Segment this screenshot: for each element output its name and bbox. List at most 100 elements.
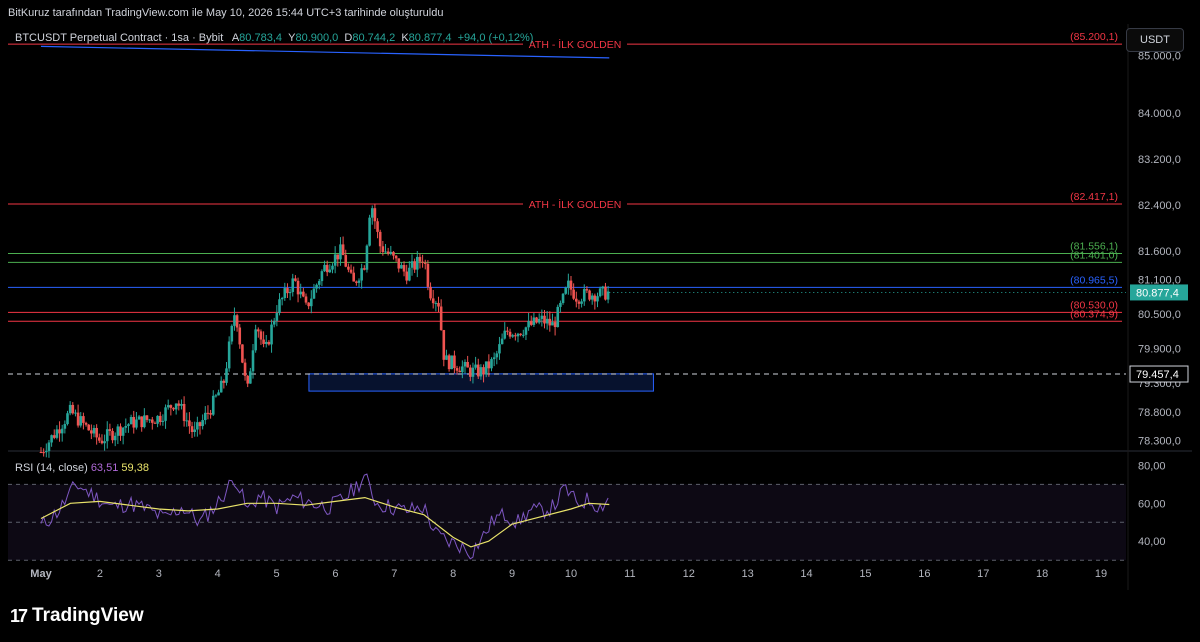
candle-body [307, 302, 310, 307]
candle-body [548, 318, 552, 326]
candle-body [431, 298, 435, 304]
candle-body [280, 298, 284, 300]
x-axis-label: 19 [1095, 568, 1107, 580]
candle-body [230, 325, 234, 342]
candle-body [235, 315, 239, 328]
candle-body [206, 412, 210, 414]
candle-body [98, 437, 101, 441]
candle-body [182, 403, 186, 421]
candle-body [490, 359, 493, 369]
chart-credit-caption: BitKuruz tarafından TradingView.com ile … [8, 7, 444, 19]
candle-body [421, 261, 424, 263]
candle-body [416, 256, 419, 270]
candle-body [249, 371, 252, 384]
candle-body [455, 368, 459, 371]
candle-body [519, 333, 522, 335]
candle-body [572, 289, 575, 299]
candle-body [283, 288, 287, 299]
x-axis-label: 18 [1036, 568, 1048, 580]
candle-body [135, 419, 138, 428]
candle-body [95, 427, 98, 438]
candle-body [357, 280, 361, 283]
candle-body [492, 357, 496, 360]
candle-body [158, 415, 162, 422]
candle-body [278, 299, 281, 313]
chart-panel[interactable]: 85.000,0 84.000,0 83.200,0 82.400,0 81.600,0… [8, 24, 1192, 590]
candle-body [408, 267, 411, 281]
x-axis-label: 17 [977, 568, 989, 580]
candle-body [294, 278, 297, 281]
candle-body [227, 341, 231, 369]
candle-body [166, 405, 170, 408]
price-tick-label: 81.100,0 [1138, 275, 1181, 287]
candle-body [469, 367, 472, 377]
candle-body [180, 403, 183, 406]
candle-body [156, 415, 159, 424]
candle-body [341, 244, 345, 256]
dashed-level-label: 79.457,4 [1136, 369, 1179, 381]
candle-body [511, 335, 514, 337]
last-price-label: 80.877,4 [1136, 287, 1179, 299]
candle-body [368, 217, 371, 246]
level-text-bg [523, 196, 627, 210]
candle-body [286, 288, 289, 294]
candle-body [310, 298, 313, 307]
candle-body [442, 330, 446, 360]
candle-body [484, 361, 488, 375]
candle-body [434, 302, 438, 304]
tradingview-brand-text: TradingView [32, 605, 144, 626]
candle-body [103, 441, 106, 444]
candle-body [92, 427, 96, 434]
candle-body [439, 306, 443, 331]
candle-body [331, 265, 334, 270]
price-tick-label: 81.600,0 [1138, 246, 1181, 258]
candle-body [389, 251, 393, 254]
candle-body [529, 321, 533, 325]
price-tick-label: 78.300,0 [1138, 436, 1181, 448]
price-tick-label: 78.800,0 [1138, 407, 1181, 419]
candle-body [172, 407, 175, 410]
candle-body [257, 329, 260, 332]
rsi-line [40, 473, 609, 560]
candle-body [392, 251, 395, 256]
candle-body [474, 364, 477, 368]
x-axis-label: 2 [97, 568, 103, 580]
low-label: D [344, 32, 353, 44]
candle-body [304, 296, 308, 303]
candle-body [87, 424, 90, 431]
candle-body [315, 284, 318, 289]
rsi-legend[interactable]: RSI (14, close) 63,51 59,38 [15, 462, 149, 474]
tradingview-logo[interactable]: 17 TradingView [10, 605, 144, 627]
level-price-label: (82.417,1) [1070, 191, 1118, 203]
candle-body [397, 258, 401, 269]
candle-body [100, 440, 104, 444]
currency-button[interactable]: USDT [1126, 28, 1184, 52]
price-tick-label: 83.200,0 [1138, 154, 1181, 166]
x-axis-label: 11 [624, 568, 635, 580]
candle-body [270, 324, 273, 345]
candle-body [598, 288, 602, 297]
candle-body [347, 266, 350, 270]
candle-body [545, 318, 549, 324]
candle-body [508, 331, 512, 337]
last-price-tag [1130, 284, 1188, 301]
symbol-name[interactable]: BTCUSDT Perpetual Contract · 1sa · Bybit [15, 32, 224, 44]
candle-body [458, 370, 461, 373]
candle-body [262, 339, 265, 344]
price-tick-label: 85.000,0 [1138, 51, 1181, 63]
candle-body [352, 272, 355, 282]
x-axis-label: 10 [565, 568, 577, 580]
x-axis-label: 8 [450, 568, 456, 580]
candle-body [272, 320, 276, 325]
candle-body [564, 287, 567, 294]
candle-body [378, 231, 382, 247]
price-chart[interactable]: 85.000,0 84.000,0 83.200,0 82.400,0 81.600,0… [8, 24, 1192, 590]
candle-body [196, 422, 199, 430]
candle-body [376, 221, 379, 232]
rsi-band [8, 484, 1126, 561]
candle-body [466, 361, 469, 368]
candle-body [349, 269, 353, 273]
candle-body [453, 355, 456, 369]
rsi-value: 63,51 [90, 462, 119, 474]
candle-body [360, 268, 363, 281]
